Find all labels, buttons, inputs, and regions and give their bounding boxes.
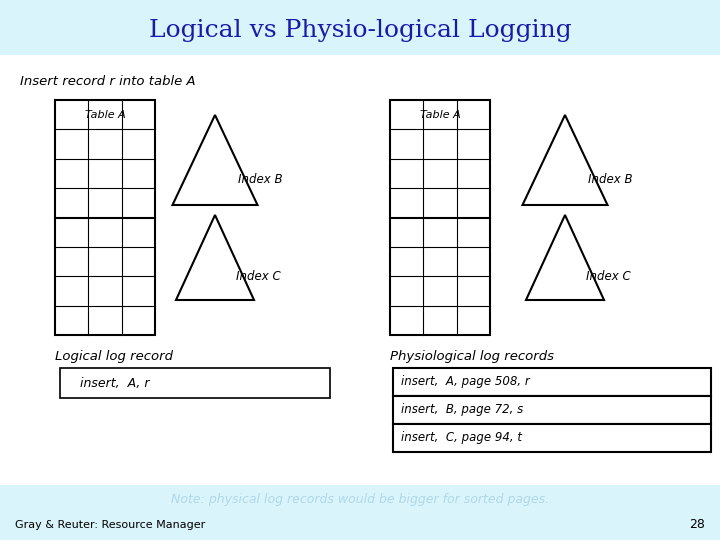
Bar xyxy=(55,100,155,335)
Text: Gray & Reuter: Resource Manager: Gray & Reuter: Resource Manager xyxy=(15,520,205,530)
Text: Note: physical log records would be bigger for sorted pages.: Note: physical log records would be bigg… xyxy=(171,494,549,507)
Text: 28: 28 xyxy=(689,518,705,531)
Text: Insert record r into table A: Insert record r into table A xyxy=(20,75,196,88)
Bar xyxy=(0,0,720,55)
Text: Index B: Index B xyxy=(588,173,633,186)
Text: insert,  A, r: insert, A, r xyxy=(80,376,150,389)
Text: Logical log record: Logical log record xyxy=(55,350,173,363)
Bar xyxy=(393,424,711,452)
Text: insert,  B, page 72, s: insert, B, page 72, s xyxy=(401,403,523,416)
Text: Table A: Table A xyxy=(85,110,125,120)
Bar xyxy=(390,100,490,335)
Bar xyxy=(0,485,720,540)
Polygon shape xyxy=(173,115,258,205)
Text: Physiological log records: Physiological log records xyxy=(390,350,554,363)
Polygon shape xyxy=(176,215,254,300)
Bar xyxy=(60,368,330,398)
Bar xyxy=(0,55,720,485)
Text: Logical vs Physio-logical Logging: Logical vs Physio-logical Logging xyxy=(148,18,572,42)
Polygon shape xyxy=(523,115,608,205)
Polygon shape xyxy=(526,215,604,300)
Text: Index B: Index B xyxy=(238,173,283,186)
Bar xyxy=(393,368,711,396)
Text: insert,  A, page 508, r: insert, A, page 508, r xyxy=(401,375,530,388)
Text: insert,  C, page 94, t: insert, C, page 94, t xyxy=(401,431,522,444)
Bar xyxy=(393,396,711,424)
Text: Index C: Index C xyxy=(236,269,282,283)
Text: Table A: Table A xyxy=(420,110,460,120)
Text: Index C: Index C xyxy=(587,269,631,283)
